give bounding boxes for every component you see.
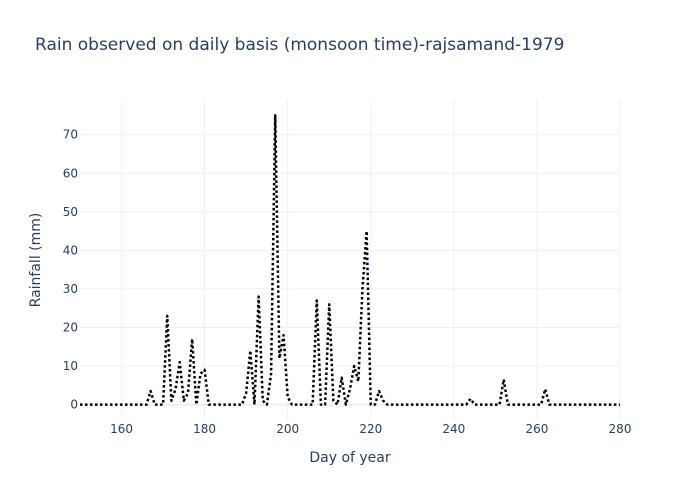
y-tick-label: 60 [63, 166, 78, 180]
x-tick-label: 180 [193, 422, 216, 436]
grid-lines [80, 100, 621, 420]
x-tick-label: 280 [609, 422, 632, 436]
rainfall-series-line [80, 114, 620, 406]
x-tick-label: 220 [359, 422, 382, 436]
x-tick-label: 200 [276, 422, 299, 436]
x-axis-title: Day of year [309, 450, 391, 466]
chart-title: Rain observed on daily basis (monsoon ti… [35, 35, 564, 55]
y-axis-title: Rainfall (mm) [28, 213, 44, 308]
y-tick-label: 20 [63, 320, 78, 334]
y-tick-label: 30 [63, 282, 78, 296]
y-axis-ticks: 0 10 20 30 40 50 60 70 [63, 128, 78, 412]
y-tick-label: 70 [63, 128, 78, 142]
y-tick-label: 50 [63, 205, 78, 219]
y-tick-label: 40 [63, 243, 78, 257]
plot-area [80, 114, 620, 406]
x-axis-ticks: 160 180 200 220 240 260 280 [110, 422, 631, 436]
x-tick-label: 160 [110, 422, 133, 436]
y-tick-label: 0 [70, 398, 78, 412]
x-tick-label: 260 [525, 422, 548, 436]
y-tick-label: 10 [63, 359, 78, 373]
x-tick-label: 240 [442, 422, 465, 436]
